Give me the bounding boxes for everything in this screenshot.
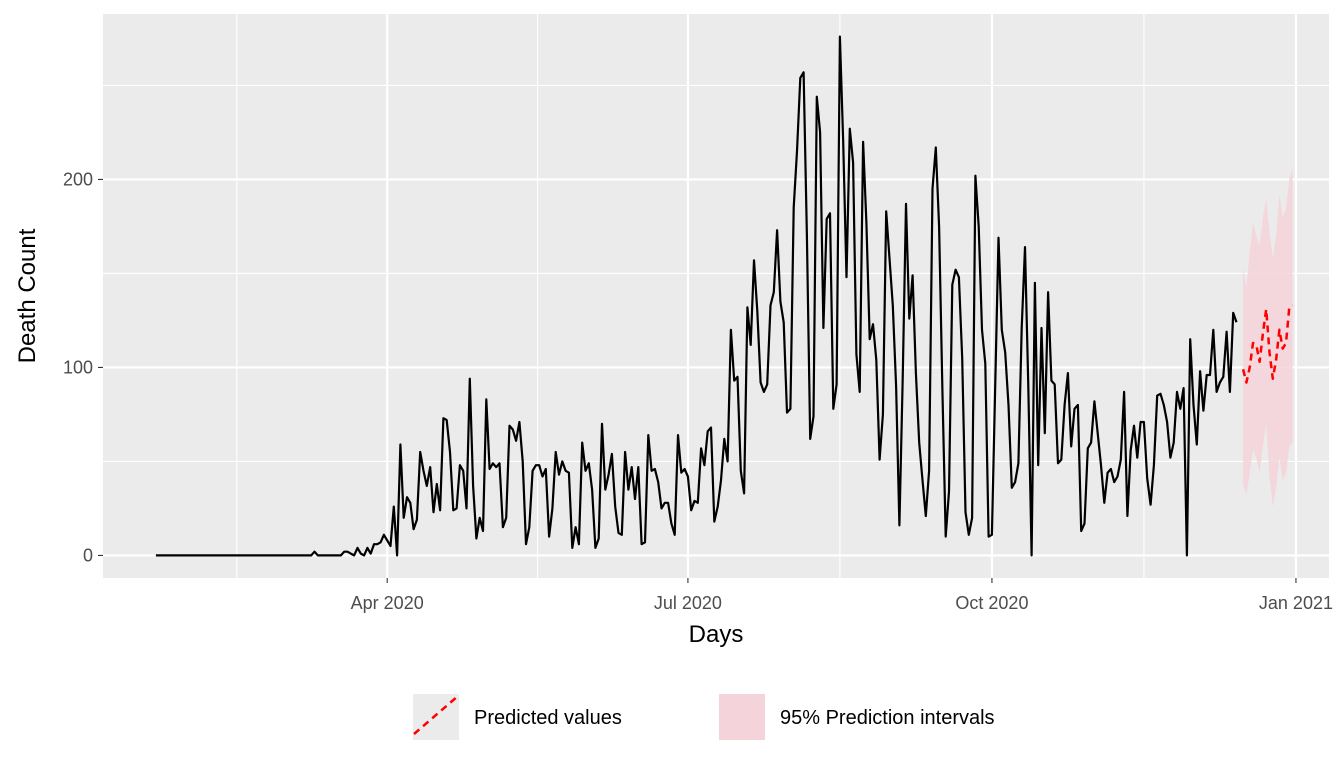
y-axis-title: Death Count bbox=[14, 228, 41, 363]
observed-layer bbox=[155, 35, 1238, 557]
legend-line-predicted bbox=[413, 695, 459, 735]
y-tick-label: 200 bbox=[63, 169, 93, 189]
x-tick-label: Apr 2020 bbox=[351, 593, 424, 613]
x-axis: Apr 2020 Jul 2020 Oct 2020 Jan 2021 bbox=[351, 578, 1333, 613]
y-axis: 0 100 200 bbox=[63, 169, 103, 565]
x-tick-label: Jan 2021 bbox=[1259, 593, 1333, 613]
y-tick-label: 0 bbox=[83, 545, 93, 565]
plot-panel bbox=[103, 14, 1329, 578]
x-axis-title: Days bbox=[689, 621, 744, 648]
legend-key-interval bbox=[719, 694, 765, 740]
observed-series-line bbox=[155, 35, 1238, 557]
legend: Predicted values 95% Prediction interval… bbox=[413, 694, 995, 740]
legend-item-predicted: Predicted values bbox=[413, 694, 622, 740]
prediction-interval-band bbox=[1243, 168, 1293, 507]
legend-label-interval: 95% Prediction intervals bbox=[780, 707, 995, 729]
x-tick-label: Jul 2020 bbox=[654, 593, 722, 613]
interval-layer bbox=[1243, 168, 1293, 507]
predicted-series-line bbox=[1241, 304, 1294, 384]
y-tick-label: 100 bbox=[63, 357, 93, 377]
x-tick-label: Oct 2020 bbox=[955, 593, 1028, 613]
predicted-layer bbox=[1241, 304, 1294, 384]
legend-item-interval: 95% Prediction intervals bbox=[719, 694, 995, 740]
grid-minor bbox=[103, 14, 1329, 578]
legend-label-predicted: Predicted values bbox=[474, 707, 622, 729]
